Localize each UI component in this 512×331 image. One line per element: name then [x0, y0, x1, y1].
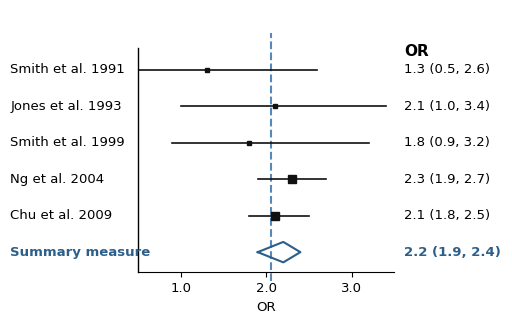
Text: Smith et al. 1999: Smith et al. 1999	[10, 136, 125, 149]
Text: Chu et al. 2009: Chu et al. 2009	[10, 209, 112, 222]
Text: Ng et al. 2004: Ng et al. 2004	[10, 173, 104, 186]
Text: Smith et al. 1991: Smith et al. 1991	[10, 63, 125, 76]
Text: Summary measure: Summary measure	[10, 246, 151, 259]
Text: 1.8 (0.9, 3.2): 1.8 (0.9, 3.2)	[404, 136, 490, 149]
X-axis label: OR: OR	[257, 301, 276, 313]
Text: Jones et al. 1993: Jones et al. 1993	[10, 100, 122, 113]
Text: 2.3 (1.9, 2.7): 2.3 (1.9, 2.7)	[404, 173, 490, 186]
Text: 2.1 (1.0, 3.4): 2.1 (1.0, 3.4)	[404, 100, 490, 113]
Text: 1.3 (0.5, 2.6): 1.3 (0.5, 2.6)	[404, 63, 490, 76]
Text: 2.2 (1.9, 2.4): 2.2 (1.9, 2.4)	[404, 246, 501, 259]
Text: OR: OR	[404, 44, 429, 59]
Text: 2.1 (1.8, 2.5): 2.1 (1.8, 2.5)	[404, 209, 490, 222]
